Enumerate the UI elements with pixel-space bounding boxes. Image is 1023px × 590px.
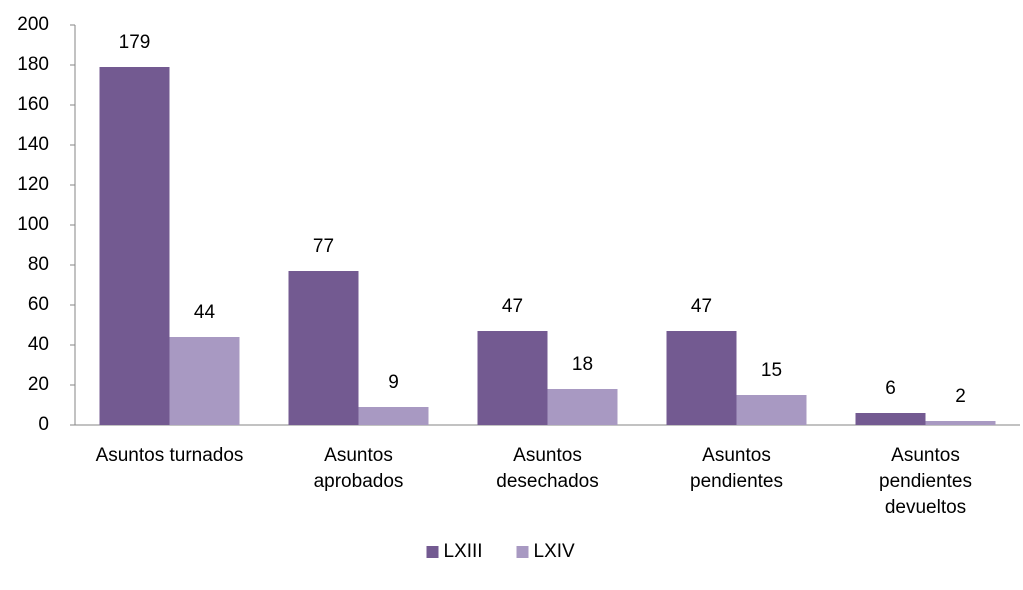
y-tick-label: 200 <box>17 14 49 35</box>
y-tick-label: 0 <box>38 414 49 435</box>
data-label: 15 <box>761 360 782 381</box>
bar <box>358 407 429 425</box>
data-label: 47 <box>502 296 523 317</box>
x-tick-label: Asuntos turnados <box>95 445 244 466</box>
x-tick-label: Asuntos pendientes <box>690 445 783 492</box>
y-tick-label: 100 <box>17 214 49 235</box>
bar <box>666 331 737 425</box>
y-tick-label: 180 <box>17 54 49 75</box>
x-tick-label: Asuntos pendientes devueltos <box>879 445 972 518</box>
data-label: 77 <box>313 236 334 257</box>
y-tick-label: 80 <box>28 254 49 275</box>
y-tick-label: 20 <box>28 374 49 395</box>
bar <box>99 67 170 425</box>
data-label: 9 <box>388 372 399 393</box>
bar <box>547 389 618 425</box>
x-tick-label: Asuntos aprobados <box>313 445 404 492</box>
data-label: 179 <box>119 32 151 53</box>
legend-swatch <box>516 546 529 558</box>
bar <box>288 271 359 425</box>
bar <box>736 395 807 425</box>
data-label: 18 <box>572 354 593 375</box>
y-tick-label: 120 <box>17 174 49 195</box>
legend-swatch <box>426 546 439 558</box>
bar <box>169 337 240 425</box>
legend-label: LXIV <box>534 541 576 562</box>
data-label: 6 <box>885 378 896 399</box>
y-tick-label: 160 <box>17 94 49 115</box>
x-tick-label: Asuntos desechados <box>496 445 599 492</box>
data-label: 2 <box>955 386 966 407</box>
data-label: 47 <box>691 296 712 317</box>
bar <box>477 331 548 425</box>
data-label: 44 <box>194 302 216 323</box>
y-tick-label: 60 <box>28 294 49 315</box>
y-tick-label: 140 <box>17 134 49 155</box>
bar <box>855 413 926 425</box>
legend-label: LXIII <box>444 541 483 562</box>
y-tick-label: 40 <box>28 334 49 355</box>
bar <box>925 421 996 425</box>
